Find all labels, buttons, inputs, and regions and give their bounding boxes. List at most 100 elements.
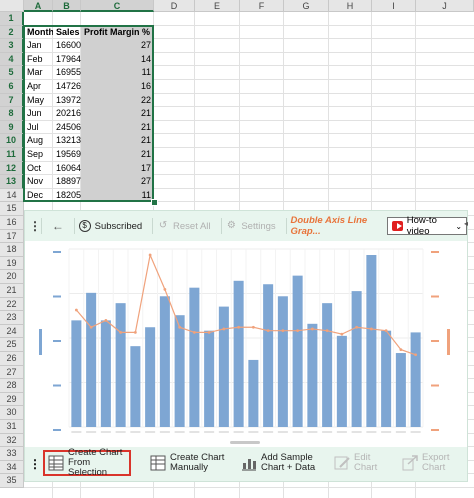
sales-cell[interactable]: 13213 (56, 135, 81, 146)
column-header-f[interactable]: F (240, 0, 284, 12)
header-cell[interactable]: Months (27, 26, 53, 37)
sales-cell[interactable]: 16955 (56, 67, 81, 78)
row-header-8[interactable]: 8 (0, 107, 24, 121)
margin-cell[interactable]: 11 (141, 67, 151, 78)
margin-cell[interactable]: 21 (140, 108, 151, 119)
month-cell[interactable]: Jun (27, 108, 42, 119)
margin-cell[interactable]: 11 (141, 189, 151, 200)
back-arrow-icon[interactable]: ← (51, 219, 64, 233)
margin-cell[interactable]: 22 (140, 94, 151, 105)
margin-cell[interactable]: 17 (140, 162, 151, 173)
row-header-17[interactable]: 17 (0, 229, 24, 244)
month-cell[interactable]: Mar (27, 67, 43, 78)
header-cell[interactable]: Sales (56, 26, 80, 37)
sales-cell[interactable]: 16600 (56, 40, 81, 51)
settings-button[interactable]: ⚙ Settings (225, 220, 276, 232)
row-header-12[interactable]: 12 (0, 161, 24, 176)
column-header-i[interactable]: I (372, 0, 416, 12)
sales-cell[interactable]: 19569 (56, 149, 81, 159)
month-cell[interactable]: Oct (27, 162, 42, 173)
row-header-32[interactable]: 32 (0, 433, 24, 448)
row-header-29[interactable]: 29 (0, 392, 24, 407)
sales-cell[interactable]: 24506 (56, 121, 81, 132)
row-header-3[interactable]: 3 (0, 39, 24, 53)
create-chart-manually-button[interactable]: Create Chart Manually (147, 450, 227, 476)
collapse-pane-icon[interactable]: ◂ (463, 219, 468, 228)
row-header-26[interactable]: 26 (0, 352, 24, 366)
row-header-16[interactable]: 16 (0, 216, 24, 230)
bottom-drag-handle-icon[interactable]: ⋮ (29, 457, 41, 471)
row-header-10[interactable]: 10 (0, 134, 24, 148)
margin-cell[interactable]: 21 (140, 149, 151, 159)
chart-preview[interactable] (25, 241, 467, 447)
row-header-35[interactable]: 35 (0, 474, 24, 488)
row-header-9[interactable]: 9 (0, 120, 24, 135)
reset-all-button[interactable]: ↺ Reset All (157, 220, 211, 232)
column-header-g[interactable]: G (284, 0, 329, 12)
row-header-25[interactable]: 25 (0, 338, 24, 352)
row-header-15[interactable]: 15 (0, 202, 24, 216)
row-header-1[interactable]: 1 (0, 12, 24, 26)
month-cell[interactable]: Jul (27, 121, 39, 132)
export-chart-button[interactable]: Export Chart (399, 450, 463, 476)
month-cell[interactable]: Feb (27, 53, 43, 64)
column-header-e[interactable]: E (195, 0, 240, 12)
month-cell[interactable]: Apr (27, 81, 42, 91)
month-cell[interactable]: Sep (27, 149, 44, 159)
row-header-14[interactable]: 14 (0, 188, 24, 203)
month-cell[interactable]: Dec (27, 189, 44, 200)
select-all-corner[interactable] (0, 0, 24, 12)
sales-cell[interactable]: 14726 (56, 81, 81, 91)
edit-chart-button[interactable]: Edit Chart (331, 450, 387, 476)
add-sample-chart-button[interactable]: Add Sample Chart + Data (238, 450, 322, 476)
month-cell[interactable]: May (27, 94, 45, 105)
row-header-27[interactable]: 27 (0, 365, 24, 380)
row-header-5[interactable]: 5 (0, 66, 24, 80)
header-cell[interactable]: Profit Margin % (84, 26, 151, 37)
row-header-20[interactable]: 20 (0, 270, 24, 284)
month-cell[interactable]: Aug (27, 135, 44, 146)
margin-cell[interactable]: 27 (140, 40, 151, 51)
month-cell[interactable]: Jan (27, 40, 42, 51)
row-header-4[interactable]: 4 (0, 52, 24, 67)
margin-cell[interactable]: 14 (140, 53, 151, 64)
column-header-h[interactable]: H (329, 0, 372, 12)
sales-cell[interactable]: 18205 (56, 189, 81, 200)
margin-cell[interactable]: 27 (140, 176, 151, 187)
row-header-33[interactable]: 33 (0, 447, 24, 461)
sales-cell[interactable]: 13972 (56, 94, 81, 105)
row-header-11[interactable]: 11 (0, 148, 24, 162)
row-header-30[interactable]: 30 (0, 406, 24, 420)
column-header-c[interactable]: C (81, 0, 154, 12)
column-header-j[interactable]: J (416, 0, 474, 12)
row-header-24[interactable]: 24 (0, 324, 24, 339)
row-header-19[interactable]: 19 (0, 256, 24, 271)
row-header-21[interactable]: 21 (0, 284, 24, 298)
column-header-d[interactable]: D (154, 0, 195, 12)
sales-cell[interactable]: 17964 (56, 53, 81, 64)
howto-video-dropdown[interactable]: How-to video ⌄ (386, 215, 468, 237)
row-header-22[interactable]: 22 (0, 297, 24, 312)
subscribed-button[interactable]: $ Subscribed (78, 220, 142, 232)
drag-handle-icon[interactable]: ⋮ (29, 219, 41, 233)
row-header-34[interactable]: 34 (0, 460, 24, 475)
row-header-2[interactable]: 2 (0, 25, 24, 40)
row-header-28[interactable]: 28 (0, 379, 24, 393)
column-header-a[interactable]: A (24, 0, 53, 12)
create-chart-from-selection-button[interactable]: Create Chart From Selection (43, 448, 131, 478)
sales-cell[interactable]: 20216 (56, 108, 81, 119)
sales-cell[interactable]: 18897 (56, 176, 81, 187)
row-header-18[interactable]: 18 (0, 243, 24, 257)
margin-cell[interactable]: 21 (140, 121, 151, 132)
month-cell[interactable]: Nov (27, 176, 44, 187)
row-header-6[interactable]: 6 (0, 80, 24, 94)
margin-cell[interactable]: 16 (140, 81, 151, 91)
sales-cell[interactable]: 16064 (56, 162, 81, 173)
row-header-13[interactable]: 13 (0, 175, 24, 189)
column-header-b[interactable]: B (53, 0, 81, 12)
fill-handle[interactable] (151, 199, 158, 206)
row-header-23[interactable]: 23 (0, 311, 24, 325)
margin-cell[interactable]: 21 (140, 135, 151, 146)
row-header-7[interactable]: 7 (0, 93, 24, 108)
row-header-31[interactable]: 31 (0, 420, 24, 434)
